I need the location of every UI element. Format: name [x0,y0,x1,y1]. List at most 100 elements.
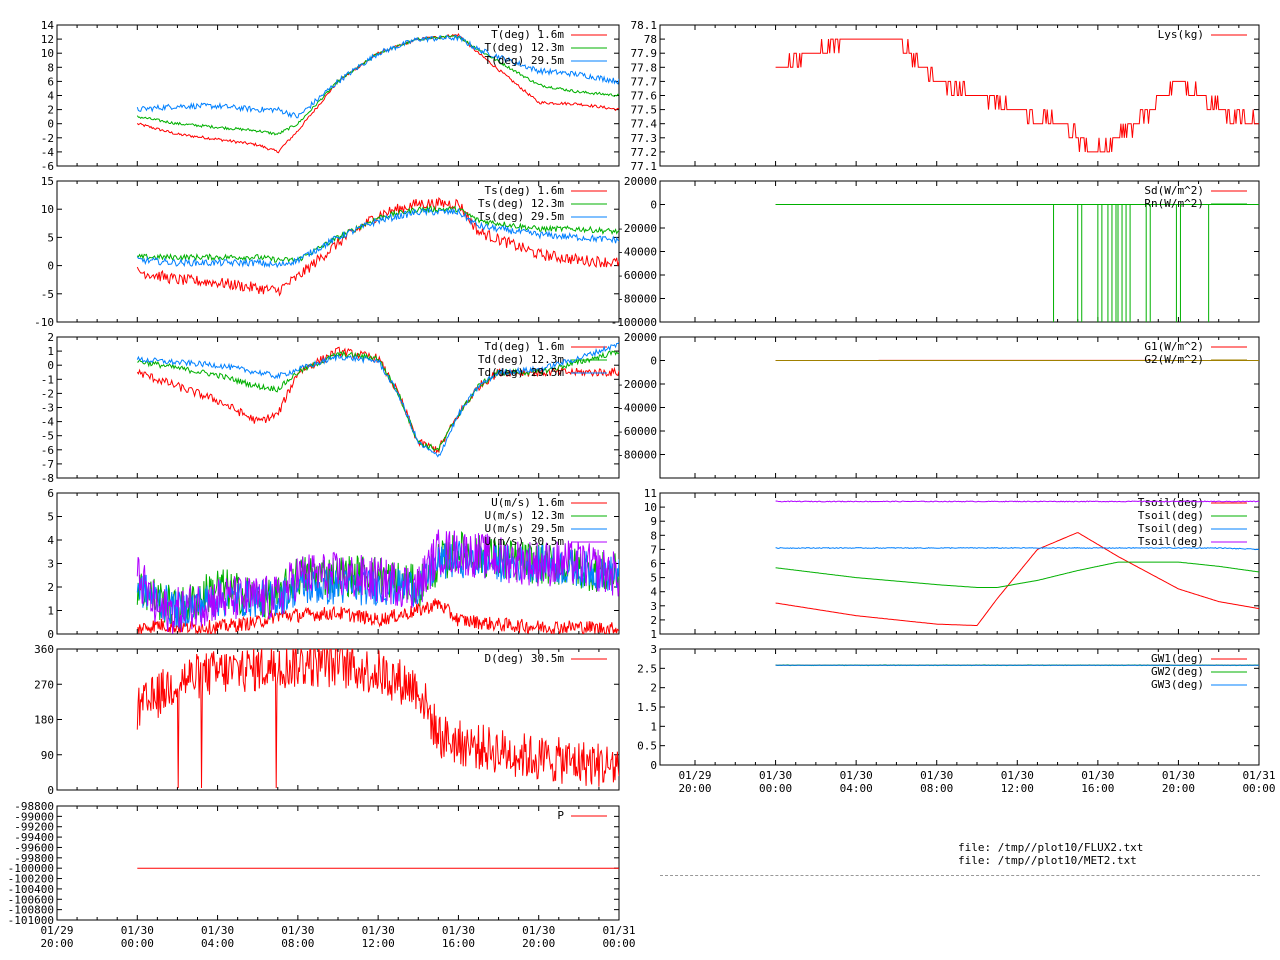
temp-series-line [136,34,619,119]
temp-ytick-label: 14 [41,19,55,32]
wind-panel: 0 1 2 3 4 5 6 U(m/s) 1.6mU(m/s) 12.3mU(m/s) 29.… [47,487,620,641]
wind-series-line [137,598,619,634]
pressure-ytick-label: -100000 [8,862,54,875]
tsurf-legend-label: Ts(deg) 12.3m [478,197,564,210]
temp-ytick-label: -6 [41,160,54,173]
tsurf-legend-label: Ts(deg) 1.6m [485,184,565,197]
wind-series-line [136,531,619,629]
pressure-ytick-label: -99000 [14,810,54,823]
direction-panel: 0 90 180 270 360 D(deg) 30.5m [34,643,620,797]
pressure-xtick-time: 00:00 [121,937,154,950]
dewpoint-legend-label: Td(deg) 1.6m [485,340,565,353]
dewpoint-legend-label: Td(deg) 29.5m [478,366,564,379]
wind-ytick-label: 3 [47,558,54,571]
gw-xtick-date: 01/30 [920,769,953,782]
wind-ytick-label: 1 [47,605,54,618]
tsoil-ytick-label: 3 [650,600,657,613]
lys-ytick-label: 77.5 [631,104,658,117]
pressure-ytick-label: -100400 [8,883,54,896]
dewpoint-ytick-label: -1 [41,373,54,386]
temp-ytick-label: 6 [47,75,54,88]
wind-legend-label: U(m/s) 30.5m [485,535,565,548]
tsoil-ytick-label: 5 [650,572,657,585]
dewpoint-ytick-label: -6 [41,444,54,457]
pressure-xtick-time: 12:00 [362,937,395,950]
pressure-xtick-date: 01/30 [362,924,395,937]
tsoil-legend-label: Tsoil(deg) [1138,535,1204,548]
pressure-ytick-label: -99800 [14,852,54,865]
lys-ytick-label: 78 [644,33,657,46]
pressure-xtick-date: 01/30 [121,924,154,937]
radiation-ytick-label: -40000 [617,246,657,259]
file-line-met: file: /tmp//plot10/MET2.txt [958,854,1137,867]
tsoil-series-line [775,532,1259,626]
wind-ytick-label: 6 [47,487,54,500]
tsurf-series-line [136,205,619,263]
wind-ytick-label: 5 [47,511,54,524]
tsoil-legend-label: Tsoil(deg) [1138,496,1204,509]
file-line-flux: file: /tmp//plot10/FLUX2.txt [958,841,1144,854]
ground-panel: -80000 -60000 -40000 -20000 0 20000 G1(W/m^2)G… [617,331,1260,479]
direction-ytick-label: 0 [47,784,54,797]
pressure-ytick-label: -99600 [14,841,54,854]
pressure-xtick-time: 20:00 [40,937,73,950]
gw-xtick-date: 01/31 [1242,769,1275,782]
tsoil-legend-label: Tsoil(deg) [1138,522,1204,535]
temp-legend-label: T(deg) 12.3m [485,41,565,54]
temp-ytick-label: 4 [47,90,54,103]
gw-xtick-date: 01/30 [759,769,792,782]
wind-legend-label: U(m/s) 1.6m [491,496,564,509]
tsoil-ytick-label: 2 [650,614,657,627]
ground-ytick-label: -40000 [617,402,657,415]
pressure-ytick-label: -99400 [14,831,54,844]
tsoil-panel: 1234567891011Tsoil(deg)Tsoil(deg)Tsoil(d… [644,487,1260,641]
lys-ytick-label: 77.9 [631,47,658,60]
pressure-ytick-label: -101000 [8,914,54,927]
tsoil-series-line [775,547,1259,551]
lys-ytick-label: 77.6 [631,90,658,103]
radiation-ytick-label: -60000 [617,269,657,282]
pressure-ytick-label: -99200 [14,821,54,834]
lys-panel: 77.177.277.377.477.577.6 77.777.877.97878… [631,19,1260,173]
direction-ytick-label: 360 [34,643,54,656]
tsurf-legend-label: Ts(deg) 29.5m [478,210,564,223]
temp-series-line [136,34,619,136]
tsoil-ytick-label: 10 [644,501,657,514]
temp-ytick-label: 12 [41,33,54,46]
radiation-ytick-label: 0 [650,199,657,212]
radiation-ytick-label: -100000 [611,316,657,329]
direction-ytick-label: 180 [34,714,54,727]
pressure-xtick-time: 20:00 [522,937,555,950]
dewpoint-series-line [136,341,619,458]
tsoil-series-line [775,500,1259,503]
gw-ytick-label: 3 [650,643,657,656]
gw-xtick-time: 12:00 [1001,782,1034,795]
wind-ytick-label: 2 [47,581,54,594]
temp-series-line [136,32,619,154]
tsurf-ytick-label: 15 [41,175,54,188]
temp-ytick-label: 0 [47,118,54,131]
wind-ytick-label: 0 [47,628,54,641]
ground-ytick-label: -20000 [617,378,657,391]
dewpoint-legend-label: Td(deg) 12.3m [478,353,564,366]
tsurf-ytick-label: 0 [47,260,54,273]
tsurf-ytick-label: -10 [34,316,54,329]
tsurf-series-line [136,207,619,269]
temp-legend-label: T(deg) 29.5m [485,54,565,67]
direction-ytick-label: 90 [41,749,54,762]
gw-xtick-time: 04:00 [840,782,873,795]
lys-legend-label: Lys(kg) [1158,28,1204,41]
pressure-ytick-label: -100600 [8,893,54,906]
lys-ytick-label: 78.1 [631,19,658,32]
temp-ytick-label: 8 [47,61,54,74]
pressure-xtick-date: 01/30 [442,924,475,937]
lys-ytick-label: 77.3 [631,132,658,145]
pressure-xtick-time: 04:00 [201,937,234,950]
ground-legend-label: G2(W/m^2) [1144,353,1204,366]
divider-line [660,875,1260,876]
lys-series-line [775,38,1259,153]
file-info: file: /tmp//plot10/FLUX2.txt file: /tmp/… [958,841,1143,867]
dewpoint-ytick-label: -3 [41,402,54,415]
